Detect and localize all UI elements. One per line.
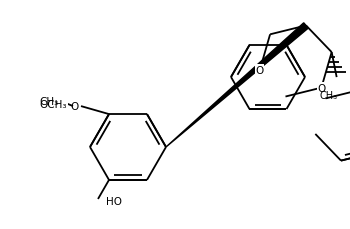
Text: CH₃: CH₃	[40, 97, 59, 107]
Text: O: O	[256, 65, 264, 76]
Text: CH₃: CH₃	[320, 91, 338, 101]
Text: O: O	[71, 102, 79, 112]
Polygon shape	[166, 24, 308, 147]
Text: OCH₃: OCH₃	[40, 100, 67, 110]
Text: O: O	[317, 83, 326, 93]
Text: HO: HO	[106, 196, 122, 206]
